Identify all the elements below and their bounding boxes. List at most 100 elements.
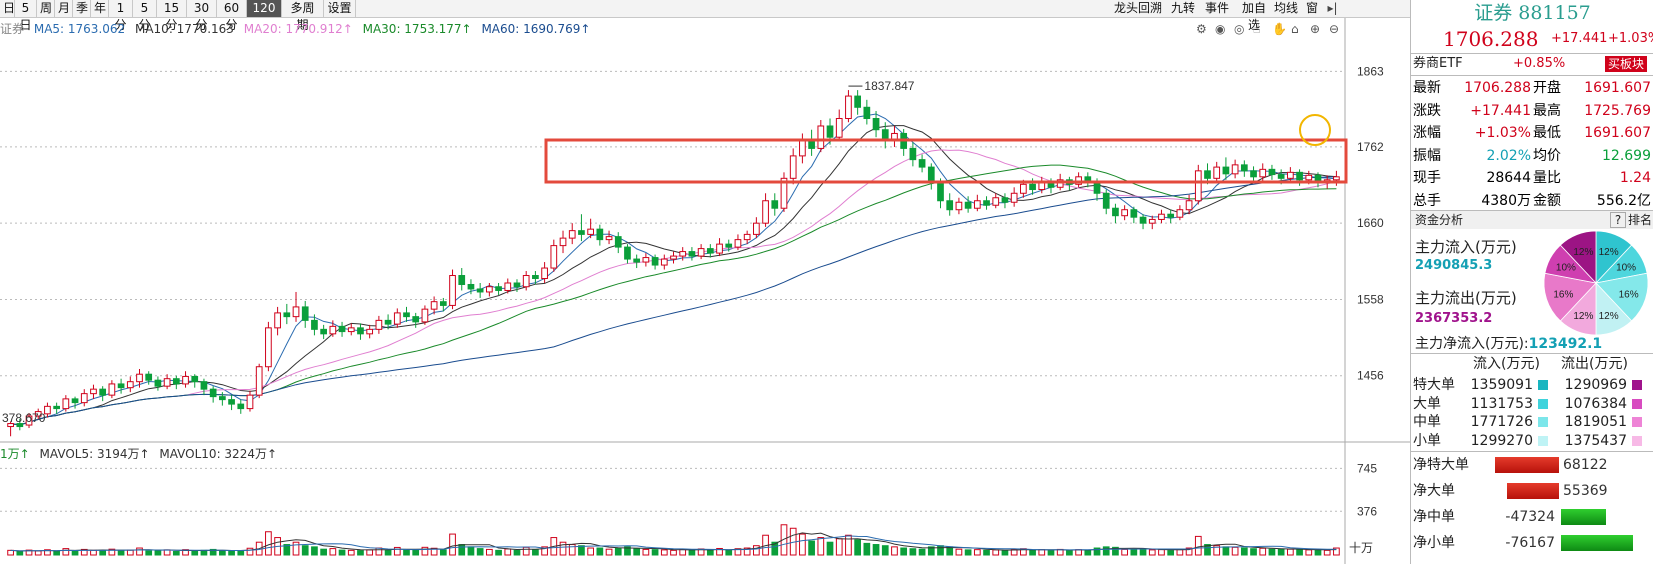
candle-body xyxy=(614,236,622,248)
candle-body xyxy=(1001,197,1009,203)
collapse-panel-icon[interactable]: ▸| xyxy=(1327,1,1338,15)
candle-body xyxy=(458,275,466,285)
timeframe-6[interactable]: 1分 xyxy=(109,0,133,32)
vol-unit: 1万↑ xyxy=(0,447,30,461)
quote-label: 最高 xyxy=(1533,102,1561,119)
volume-bar xyxy=(1305,549,1313,556)
volume-bar xyxy=(1231,546,1239,556)
volume-bar xyxy=(596,547,604,556)
volume-bar xyxy=(421,546,429,556)
volume-bar xyxy=(909,548,917,556)
candle-body xyxy=(154,379,162,387)
kline-chart[interactable]: 1863 1762 1660 1558 1456 745 376 十万 1837.847 378.… xyxy=(0,0,1410,564)
volume-bar xyxy=(301,545,309,556)
volume-bar xyxy=(265,531,272,556)
flow-out-value: 1819051 xyxy=(1564,414,1627,430)
volume-bar xyxy=(172,551,180,556)
timeframe-7[interactable]: 5分 xyxy=(133,0,157,32)
volume-bar xyxy=(357,550,364,556)
volume-bar xyxy=(246,547,254,556)
chart-tool-icon: ◎ xyxy=(1234,22,1244,36)
candle-body xyxy=(1259,168,1267,178)
tool-1[interactable]: 九转 xyxy=(1170,1,1195,15)
quote-label: 振幅 xyxy=(1413,147,1441,164)
volume-bar xyxy=(578,545,585,556)
candle-body xyxy=(743,233,751,241)
volume-bar xyxy=(881,545,889,556)
volume-bar xyxy=(1075,549,1082,556)
volume-bar xyxy=(651,549,659,556)
fund-rank-button[interactable]: 排名 xyxy=(1628,213,1653,227)
candle-body xyxy=(430,301,438,310)
tool-0[interactable]: 龙头回溯 xyxy=(1113,1,1162,15)
volume-bar xyxy=(1204,544,1211,556)
pie-slice xyxy=(1595,272,1649,322)
candle-body xyxy=(255,366,263,396)
timeframe-9[interactable]: 30分 xyxy=(187,0,217,32)
candle-body xyxy=(1296,171,1303,181)
volume-bar xyxy=(439,549,447,556)
volume-bar xyxy=(1029,549,1036,556)
volume-bar xyxy=(403,549,410,556)
timeframe-12[interactable]: 多周期 xyxy=(282,0,324,32)
candle-body xyxy=(421,308,429,323)
timeframe-11[interactable]: 120分 xyxy=(247,0,282,32)
volume-bar xyxy=(80,548,88,556)
candle-body xyxy=(265,327,272,368)
candle-body xyxy=(384,319,392,325)
tool-4[interactable]: 均线 xyxy=(1273,1,1298,15)
volume-bar xyxy=(311,546,318,556)
volume-bar xyxy=(1250,548,1257,556)
volume-bar xyxy=(660,549,668,556)
volume-bar xyxy=(384,549,392,556)
candle-body xyxy=(228,399,235,405)
inflow-label: 主力流入(万元) xyxy=(1415,238,1517,256)
quote-label: 最低 xyxy=(1533,125,1561,141)
timeframe-13[interactable]: 设置 xyxy=(324,0,356,17)
net-flow-row: 净中单 -47324 xyxy=(1411,506,1653,528)
timeframe-5[interactable]: 年 xyxy=(91,0,109,17)
volume-bar xyxy=(1047,549,1055,556)
timeframe-10[interactable]: 60分 xyxy=(217,0,247,32)
candle-body xyxy=(780,177,788,209)
volume-bar xyxy=(25,549,33,556)
candle-body xyxy=(679,251,687,257)
volume-bar xyxy=(1038,549,1046,556)
timeframe-1[interactable]: 5日 xyxy=(15,0,37,32)
volume-bar xyxy=(7,549,14,556)
candle-body xyxy=(918,159,926,168)
volume-bar xyxy=(725,549,733,556)
timeframe-8[interactable]: 15分 xyxy=(157,0,187,32)
volume-bar xyxy=(1259,547,1267,556)
pie-slice-label: 12% xyxy=(1599,247,1619,258)
timeframe-2[interactable]: 周 xyxy=(37,0,55,17)
price-tick-label: 1456 xyxy=(1357,369,1384,383)
candle-body xyxy=(771,200,779,209)
tool-5[interactable]: 窗 xyxy=(1305,1,1318,15)
legend-mavol10: MAVOL10: 3224万↑ xyxy=(159,447,278,461)
candle-body xyxy=(983,200,990,206)
tool-2[interactable]: 事件 xyxy=(1204,1,1229,15)
candle-body xyxy=(7,423,14,428)
outflow-value: 2367353.2 xyxy=(1415,311,1493,326)
etf-buy-button[interactable]: 买板块 xyxy=(1605,56,1648,72)
flow-label: 大单 xyxy=(1413,395,1441,412)
timeframe-4[interactable]: 季 xyxy=(73,0,91,17)
quote-label: 金额 xyxy=(1533,192,1561,209)
tool-3[interactable]: 加自选 xyxy=(1241,1,1266,32)
volume-bar xyxy=(1296,549,1303,556)
volume-bar xyxy=(449,533,456,556)
candle-body xyxy=(1176,209,1184,218)
fund-header: 资金分析 ? 排名 xyxy=(1411,211,1653,229)
volume-bar xyxy=(1084,549,1092,556)
candle-body xyxy=(946,200,954,211)
candle-body xyxy=(467,283,475,290)
timeframe-3[interactable]: 月 xyxy=(55,0,73,17)
legend-ma5: MA5: 1763.062 xyxy=(33,22,126,36)
candle-body xyxy=(1185,200,1193,211)
quote-label: 量比 xyxy=(1533,170,1561,186)
flow-row: 特大单 1359091 1290969 xyxy=(1411,376,1653,395)
flow-out-value: 1375437 xyxy=(1564,432,1627,449)
timeframe-0[interactable]: 日 xyxy=(0,0,15,17)
fund-help-button[interactable]: ? xyxy=(1610,212,1626,228)
